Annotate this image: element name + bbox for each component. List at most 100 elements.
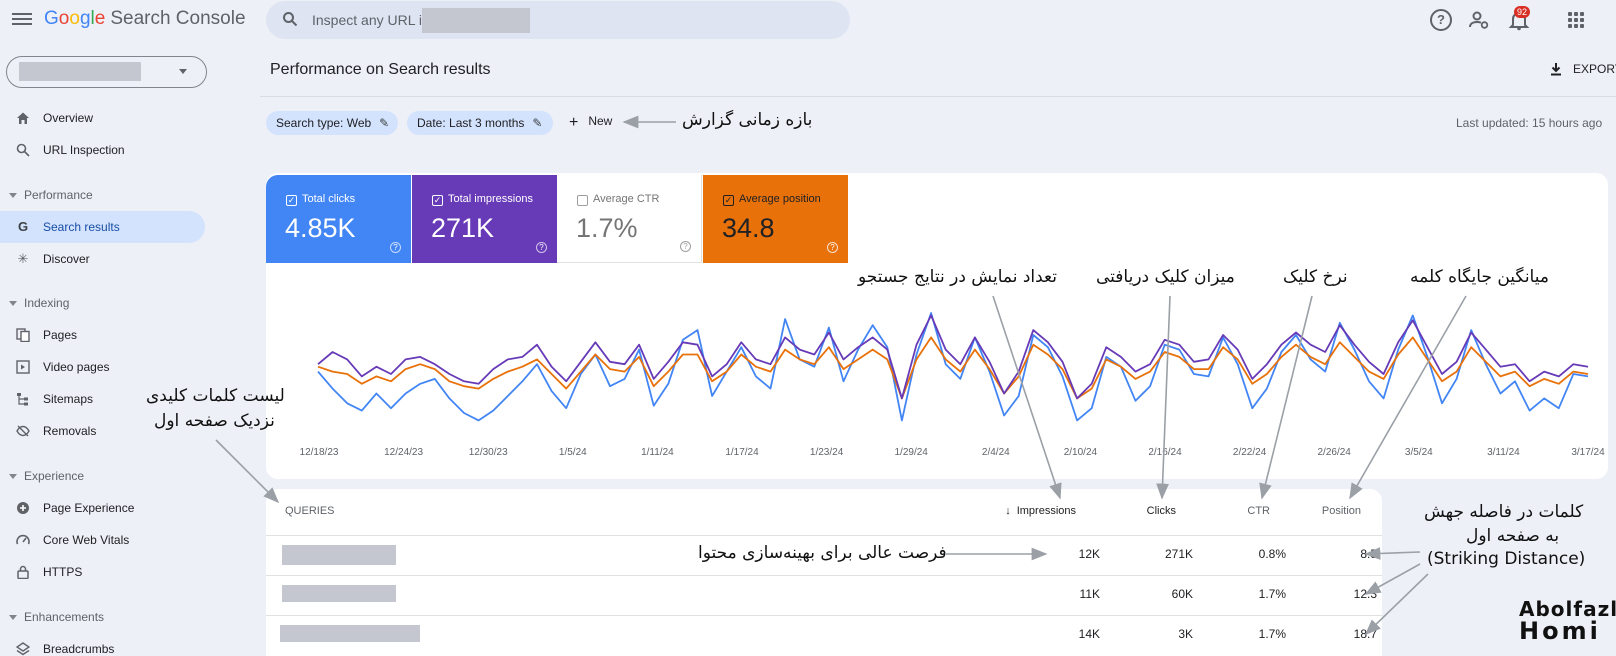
search-icon (16, 143, 30, 157)
author-watermark: Abolfazl Homi (1519, 597, 1616, 645)
help-icon[interactable]: ? (536, 242, 547, 253)
hamburger-menu-icon[interactable] (12, 10, 32, 30)
x-tick-label: 1/11/24 (641, 447, 674, 458)
divider (266, 575, 1382, 576)
lock-icon (17, 565, 29, 579)
download-icon[interactable] (1550, 62, 1562, 76)
sidebar-item-core-web-vitals[interactable]: Core Web Vitals (0, 524, 205, 556)
x-tick-label: 12/18/23 (299, 447, 339, 458)
metric-average-position[interactable]: ✓ Average position 34.8 ? (703, 175, 848, 263)
x-tick-label: 1/17/24 (725, 447, 759, 458)
sidebar-item-overview[interactable]: Overview (0, 102, 205, 134)
metric-value: 271K (431, 213, 495, 243)
url-inspection-search[interactable]: Inspect any URL in (266, 1, 850, 39)
column-header-clicks[interactable]: Clicks (1146, 505, 1176, 517)
series-line-average-position (317, 336, 1589, 400)
property-selector[interactable] (6, 56, 207, 88)
x-tick-label: 3/17/24 (1571, 447, 1605, 458)
sidebar-item-label: Breadcrumbs (43, 642, 115, 656)
divider (260, 96, 1616, 97)
page-experience-icon (17, 502, 29, 514)
page-title: Performance on Search results (270, 61, 491, 78)
last-updated-text: Last updated: 15 hours ago (1456, 116, 1603, 130)
help-icon[interactable]: ? (680, 241, 691, 252)
speed-icon (16, 534, 30, 545)
google-apps-grid-icon[interactable] (1568, 12, 1584, 28)
x-tick-label: 1/5/24 (558, 447, 587, 458)
table-row[interactable]: 12K 271K 0.8% 8.5 (266, 535, 1382, 575)
annotation-striking-line1: کلمات در فاصله جهش (1424, 502, 1584, 522)
sidebar-item-label: URL Inspection (43, 143, 125, 157)
x-tick-label: 2/4/24 (981, 447, 1010, 458)
removals-icon (16, 425, 30, 437)
new-filter-button[interactable]: + New (569, 114, 613, 131)
sidebar-item-https[interactable]: HTTPS (0, 556, 205, 588)
sitemap-icon (17, 393, 28, 406)
metric-total-impressions[interactable]: ✓ Total impressions 271K ? (412, 175, 557, 263)
layers-icon (16, 642, 30, 656)
metric-value: 34.8 (722, 213, 775, 243)
sidebar-item-label: Removals (43, 424, 97, 438)
export-button[interactable]: EXPORT (1573, 62, 1616, 76)
plus-icon: + (569, 114, 579, 131)
column-header-impressions[interactable]: ↓ Impressions (1005, 505, 1076, 517)
asterisk-icon: ✳ (17, 251, 29, 266)
edit-pencil-icon: ✎ (532, 116, 543, 130)
sidebar-item-breadcrumbs[interactable]: Breadcrumbs (0, 633, 205, 656)
sidebar-item-sitemaps[interactable]: Sitemaps (0, 383, 205, 415)
google-search-console-logo[interactable]: Google Search Console (44, 8, 246, 29)
metric-average-ctr[interactable]: Average CTR 1.7% ? (557, 175, 702, 263)
search-type-filter-chip[interactable]: Search type: Web ✎ (266, 111, 398, 135)
annotation-impressions: تعداد نمایش در نتایج جستجو (858, 267, 1057, 287)
sidebar-item-search-results[interactable]: G Search results (0, 211, 205, 243)
checkbox-checked-icon: ✓ (432, 195, 443, 206)
metric-value: 4.85K (285, 213, 356, 243)
annotation-opportunity: فرصت عالی برای بهینه‌سازی محتوا (698, 543, 947, 563)
redacted-query (282, 545, 396, 565)
x-tick-label: 1/29/24 (894, 447, 928, 458)
collapse-caret-icon (9, 474, 17, 479)
date-filter-chip[interactable]: Date: Last 3 months ✎ (407, 111, 553, 135)
column-header-queries[interactable]: QUERIES (285, 505, 335, 517)
metric-total-clicks[interactable]: ✓ Total clicks 4.85K ? (266, 175, 411, 263)
x-tick-label: 2/16/24 (1148, 447, 1182, 458)
notification-count-badge: 92 (1514, 6, 1531, 18)
x-tick-label: 2/26/24 (1317, 447, 1351, 458)
sidebar-item-label: Discover (43, 252, 90, 266)
queries-table (266, 489, 1382, 656)
column-header-position[interactable]: Position (1321, 505, 1361, 517)
x-tick-label: 1/23/24 (809, 447, 844, 458)
sidebar-item-label: Page Experience (43, 501, 135, 515)
home-icon (17, 112, 29, 124)
metric-value: 1.7% (576, 213, 638, 243)
manage-users-icon[interactable] (1468, 9, 1490, 31)
sidebar-item-pages[interactable]: Pages (0, 319, 205, 351)
sidebar-item-video-pages[interactable]: Video pages (0, 351, 205, 383)
dropdown-caret-icon (179, 69, 187, 74)
checkbox-checked-icon: ✓ (723, 195, 734, 206)
table-row[interactable]: 14K 3K 1.7% 18.7 (266, 615, 1382, 655)
series-line-total-clicks (317, 312, 1589, 422)
help-icon[interactable]: ? (390, 242, 401, 253)
column-header-ctr[interactable]: CTR (1247, 505, 1270, 517)
annotation-clicks: میزان کلیک دریافتی (1096, 267, 1235, 287)
help-icon[interactable]: ? (827, 242, 838, 253)
annotation-date-range: بازه زمانی گزارش (682, 110, 813, 130)
sidebar-item-removals[interactable]: Removals (0, 415, 205, 447)
sidebar-item-page-experience[interactable]: Page Experience (0, 492, 205, 524)
collapse-caret-icon (9, 193, 17, 198)
top-bar: Google Search Console Inspect any URL in … (0, 0, 1616, 40)
sidebar-item-discover[interactable]: ✳ Discover (0, 243, 205, 275)
sidebar-item-label: Video pages (43, 360, 110, 374)
help-icon[interactable]: ? (1430, 9, 1452, 31)
sidebar-item-label: Overview (43, 111, 94, 125)
annotation-striking-line3: (Striking Distance) (1427, 549, 1586, 569)
redacted-query (282, 585, 396, 602)
checkbox-unchecked-icon (577, 195, 588, 206)
table-row[interactable]: 11K 60K 1.7% 12.3 (266, 575, 1382, 615)
sidebar-item-url-inspection[interactable]: URL Inspection (0, 134, 205, 166)
edit-pencil-icon: ✎ (379, 116, 390, 130)
collapse-caret-icon (9, 615, 17, 620)
checkbox-checked-icon: ✓ (286, 195, 297, 206)
divider (266, 615, 1382, 616)
